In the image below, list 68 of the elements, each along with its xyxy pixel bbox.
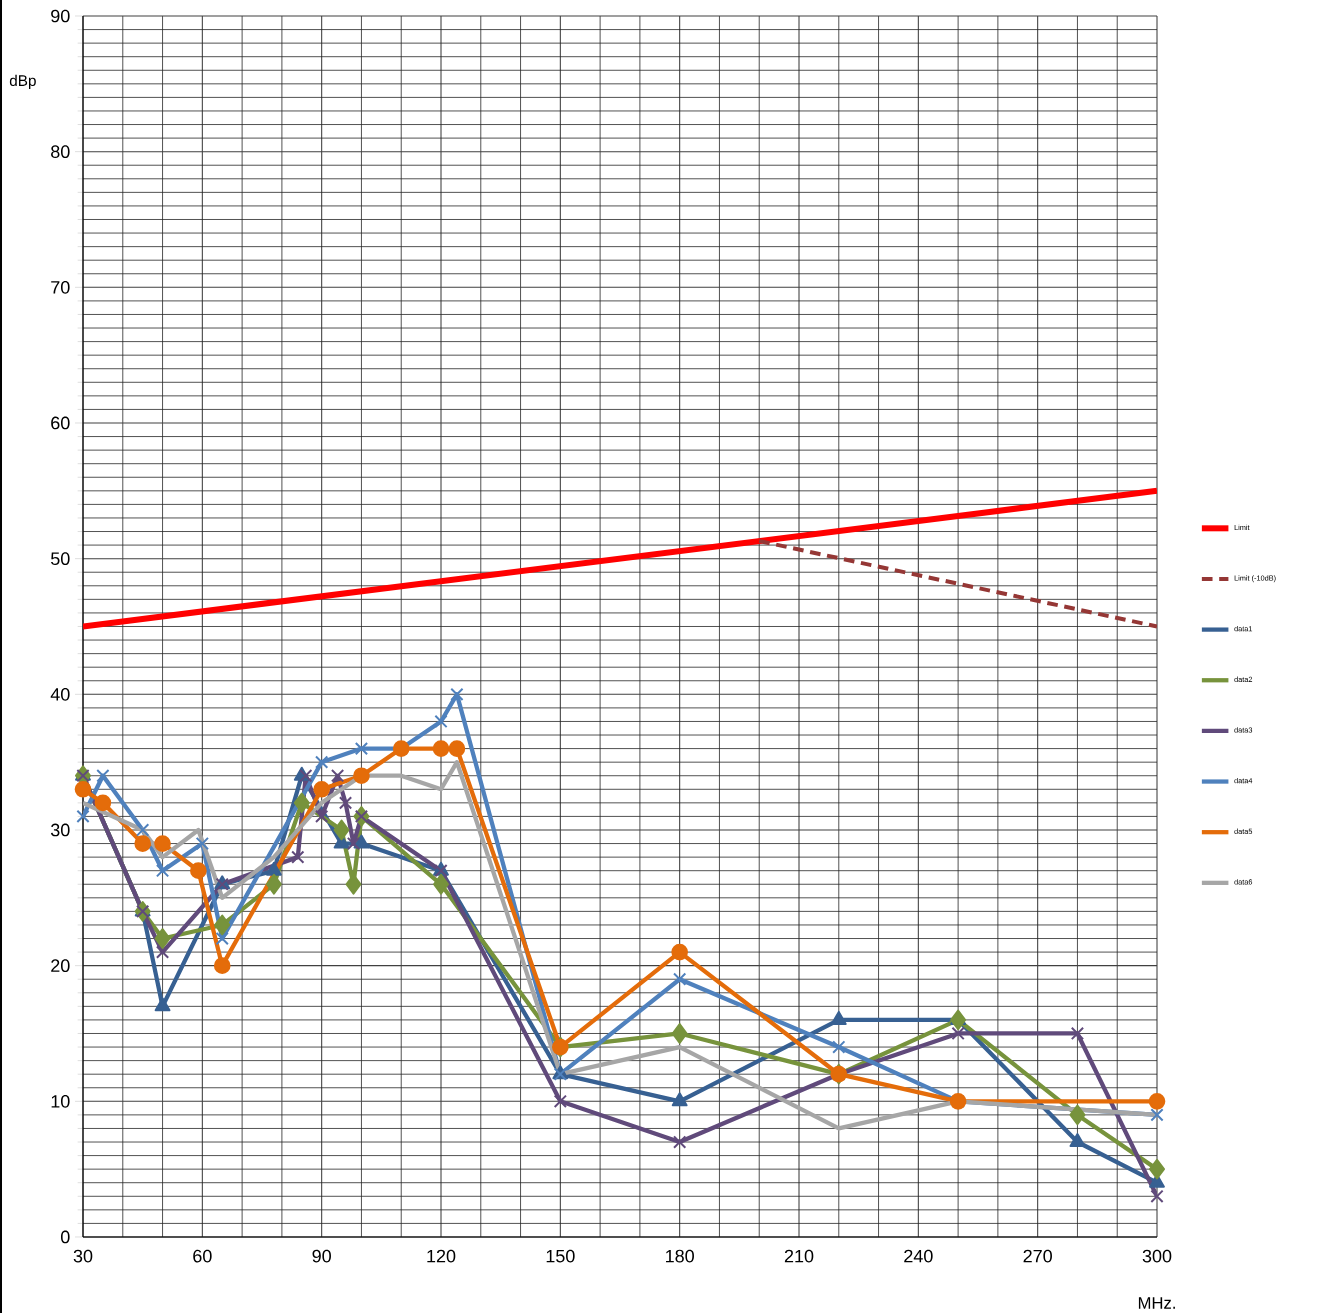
point — [154, 997, 171, 1012]
point — [265, 873, 282, 895]
point — [354, 741, 369, 756]
x-tick-label: 60 — [193, 1249, 212, 1263]
y-axis-title: dBp — [9, 74, 36, 90]
point — [333, 819, 350, 841]
point — [353, 767, 370, 785]
point — [448, 740, 466, 757]
point — [213, 957, 231, 974]
point — [671, 1023, 688, 1044]
y-tick-label: 80 — [51, 145, 70, 159]
point — [1149, 1158, 1165, 1180]
y-tick-label: 70 — [51, 280, 70, 294]
point — [291, 850, 305, 864]
point — [671, 1092, 688, 1107]
point — [315, 755, 329, 769]
y-tick-label: 10 — [51, 1094, 70, 1108]
x-tick-label: 180 — [666, 1249, 694, 1263]
y-tick-label: 60 — [51, 416, 70, 430]
x-tick-label: 270 — [1023, 1249, 1052, 1263]
point — [330, 769, 345, 783]
point — [673, 1135, 687, 1149]
point — [315, 809, 329, 824]
point — [1150, 1189, 1164, 1203]
point — [1070, 1026, 1085, 1041]
point — [136, 823, 150, 837]
point — [345, 873, 362, 895]
point — [433, 873, 449, 895]
point — [338, 796, 353, 810]
x-tick-label: 30 — [73, 1249, 93, 1263]
point — [1148, 1092, 1166, 1110]
point — [215, 931, 229, 946]
point — [299, 769, 313, 783]
x-tick-label: 300 — [1142, 1249, 1172, 1263]
y-tick-label: 0 — [61, 1230, 70, 1244]
point — [190, 862, 207, 880]
y-tick-label: 20 — [51, 959, 70, 973]
point — [313, 780, 330, 798]
x-tick-label: 210 — [784, 1249, 814, 1263]
point — [1069, 1104, 1086, 1126]
point — [154, 928, 171, 949]
point — [346, 836, 361, 851]
point — [951, 1026, 965, 1041]
point — [134, 835, 151, 852]
y-tick-label: 90 — [51, 9, 70, 23]
point — [214, 914, 231, 936]
point — [450, 687, 464, 701]
point — [154, 835, 171, 852]
point — [76, 809, 90, 824]
y-tick-label: 40 — [50, 687, 70, 701]
y-tick-label: 30 — [50, 823, 70, 837]
y-tick-label: 50 — [50, 552, 70, 566]
point — [950, 1009, 967, 1031]
point — [553, 1094, 567, 1108]
point — [832, 1040, 846, 1054]
x-tick-label: 240 — [904, 1249, 933, 1263]
x-tick-label: 150 — [546, 1249, 575, 1263]
point — [1069, 1133, 1086, 1148]
point — [74, 780, 92, 798]
point — [195, 836, 209, 851]
x-axis-title: MHz. — [1138, 1297, 1175, 1309]
x-tick-label: 90 — [312, 1249, 331, 1263]
x-tick-label: 120 — [427, 1249, 456, 1263]
point — [1150, 1108, 1164, 1122]
point — [94, 794, 112, 812]
point — [432, 740, 450, 757]
point — [293, 792, 310, 814]
point — [671, 943, 688, 961]
